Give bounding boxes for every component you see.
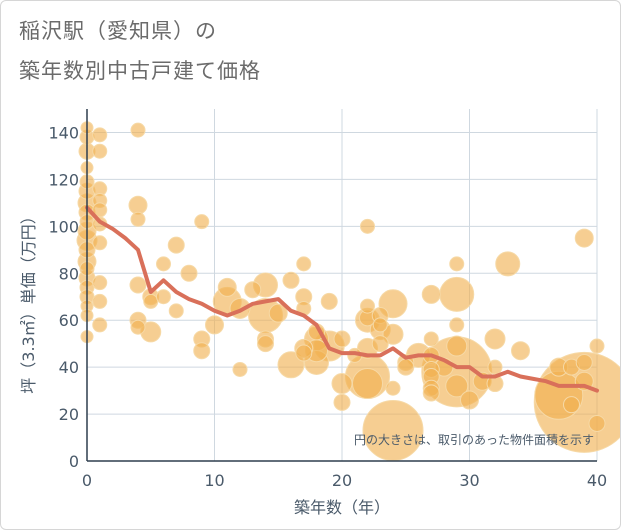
scatter-point bbox=[92, 143, 108, 159]
y-tick-label: 120 bbox=[48, 170, 79, 189]
scatter-point bbox=[360, 218, 375, 234]
scatter-point bbox=[446, 335, 468, 357]
scatter-point bbox=[331, 373, 353, 395]
trend-layer bbox=[85, 205, 599, 393]
scatter-point bbox=[423, 331, 439, 347]
scatter-point bbox=[421, 284, 441, 304]
scatter-point bbox=[382, 323, 404, 345]
scatter-point bbox=[244, 281, 262, 299]
scatter-point bbox=[352, 368, 383, 400]
scatter-point bbox=[449, 256, 465, 272]
scatter-point bbox=[296, 256, 312, 272]
y-tick-label: 140 bbox=[48, 123, 79, 142]
scatter-point bbox=[397, 358, 415, 376]
scatter-point bbox=[205, 315, 224, 335]
scatter-point bbox=[574, 228, 594, 248]
scatter-point bbox=[439, 276, 475, 312]
scatter-point bbox=[422, 384, 440, 402]
y-tick-label: 80 bbox=[59, 264, 79, 283]
scatter-point bbox=[156, 289, 171, 305]
scatter-point bbox=[217, 277, 237, 297]
x-axis-label: 築年数（年） bbox=[294, 498, 390, 517]
scatter-point bbox=[167, 236, 185, 254]
scatter-point bbox=[449, 317, 465, 333]
x-tick-label: 10 bbox=[204, 471, 224, 490]
scatter-point bbox=[143, 293, 159, 309]
scatter-point bbox=[130, 122, 146, 138]
scatter-point bbox=[588, 414, 606, 432]
scatter-point bbox=[495, 251, 521, 277]
scatter-point bbox=[232, 361, 248, 377]
scatter-point bbox=[92, 235, 108, 251]
chart-title-line-2: 築年数別中古戸建て価格 bbox=[19, 59, 261, 83]
scatter-point bbox=[193, 342, 211, 360]
scatter-point bbox=[92, 275, 108, 291]
scatter-point bbox=[180, 264, 198, 282]
scatter-point bbox=[295, 344, 313, 362]
scatter-point bbox=[563, 396, 580, 414]
scatter-point bbox=[92, 317, 108, 333]
scatter-point bbox=[362, 399, 424, 461]
scatter-point bbox=[282, 271, 300, 289]
scatter-point bbox=[460, 390, 479, 410]
scatter-point bbox=[333, 330, 351, 348]
y-tick-label: 40 bbox=[59, 358, 79, 377]
y-tick-label: 100 bbox=[48, 217, 79, 236]
scatter-point bbox=[511, 341, 530, 361]
scatter-point bbox=[130, 319, 146, 335]
scatter-point bbox=[257, 335, 274, 353]
scatter-point bbox=[385, 380, 401, 396]
scatter-point bbox=[371, 335, 389, 353]
scatter-point bbox=[372, 317, 388, 333]
chart-title-line-1: 稲沢駅（愛知県）の bbox=[19, 19, 217, 43]
scatter-point bbox=[194, 214, 210, 230]
scatter-point bbox=[92, 293, 108, 309]
scatter-point bbox=[268, 303, 288, 323]
size-note: 円の大きさは、取引のあった物件面積を示す bbox=[354, 432, 594, 447]
x-tick-label: 0 bbox=[82, 471, 92, 490]
scatter-point bbox=[487, 359, 503, 375]
scatter-point bbox=[168, 303, 184, 319]
y-tick-label: 0 bbox=[69, 452, 79, 471]
scatter-point bbox=[484, 328, 506, 350]
axes: 0 20 40 60 80 100 120 140 0 10 20 30 40 bbox=[48, 109, 607, 490]
scatter-point bbox=[320, 292, 338, 310]
scatter-point bbox=[589, 338, 605, 354]
scatter-point bbox=[129, 276, 147, 294]
y-tick-label: 20 bbox=[59, 405, 79, 424]
scatter-point bbox=[156, 256, 171, 272]
scatter-point bbox=[445, 374, 469, 398]
scatter-point bbox=[360, 298, 375, 314]
trend-line bbox=[85, 205, 599, 393]
scatter-point bbox=[575, 353, 593, 371]
scatter-point bbox=[130, 211, 146, 227]
bubble-layer bbox=[76, 121, 620, 461]
x-tick-label: 30 bbox=[459, 471, 479, 490]
y-axis-label: 坪（3.3㎡）単価（万円） bbox=[19, 208, 38, 393]
scatter-point bbox=[92, 127, 108, 143]
scatter-point bbox=[128, 195, 148, 215]
x-tick-label: 40 bbox=[587, 471, 607, 490]
scatter-point bbox=[333, 393, 351, 411]
y-tick-label: 60 bbox=[59, 311, 79, 330]
x-tick-label: 20 bbox=[332, 471, 352, 490]
